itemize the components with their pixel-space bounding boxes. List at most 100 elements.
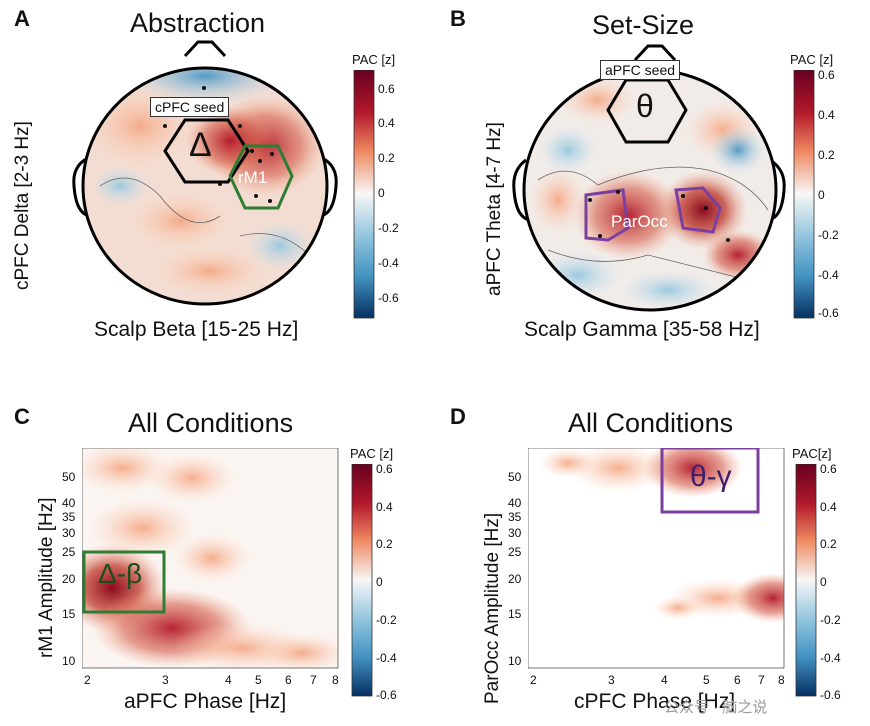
nose-icon	[633, 44, 677, 62]
panel-a-cb-tick: -0.4	[378, 256, 399, 270]
panel-c-heatmap	[82, 448, 339, 669]
panel-a-cb-tick: -0.6	[378, 291, 399, 305]
panel-d-xtick: 4	[661, 673, 668, 687]
panel-c-xtick: 6	[285, 673, 292, 687]
panel-c-cb-tick: 0.2	[376, 537, 393, 551]
panel-d-colorbar-title: PAC[z]	[792, 446, 832, 461]
panel-d-xtick: 3	[608, 673, 615, 687]
panel-a-colorbar-title: PAC [z]	[352, 52, 396, 67]
panel-c-ytick: 35	[62, 510, 76, 524]
panel-d-cb-tick: 0.6	[820, 462, 837, 476]
watermark: 公众号 · 脑之说	[664, 699, 768, 716]
parocc-roi-right	[674, 186, 722, 234]
panel-b-seed-symbol: θ	[636, 88, 654, 124]
head-outline	[81, 66, 329, 306]
panel-d-ytick: 25	[508, 545, 522, 559]
panel-d-cb-tick: -0.6	[820, 688, 841, 702]
panel-b-cb-tick: -0.4	[818, 268, 839, 282]
panel-a-xlabel: Scalp Beta [15-25 Hz]	[94, 318, 299, 341]
panel-d-xtick: 8	[778, 673, 785, 687]
panel-c-cb-tick: 0.6	[376, 462, 393, 476]
panel-a-topomap	[72, 40, 338, 306]
panel-d-xtick: 2	[530, 673, 537, 687]
panel-d-xtick: 6	[734, 673, 741, 687]
panel-c-colorbar-title: PAC [z]	[350, 446, 394, 461]
panel-d-cb-tick: 0.4	[820, 500, 837, 514]
panel-a-title: Abstraction	[130, 8, 266, 38]
panel-c-ytick: 20	[62, 572, 76, 586]
panel-a-roi-label: rM1	[238, 168, 268, 187]
panel-d-ytick: 15	[508, 607, 522, 621]
panel-d-ytick: 10	[508, 654, 522, 668]
right-ear-icon	[767, 158, 786, 222]
seed-roi-hexagon	[163, 118, 250, 184]
panel-b-cb-tick: -0.6	[818, 306, 839, 320]
panel-d-cb-tick: -0.2	[820, 613, 841, 627]
panel-c-cb-tick: -0.2	[376, 613, 397, 627]
panel-a-letter: A	[14, 6, 30, 31]
panel-d-ytick: 30	[508, 526, 522, 540]
panel-d-cb-tick: -0.4	[820, 651, 841, 665]
panel-d-box-label: θ-γ	[690, 460, 732, 493]
panel-b-cb-tick: 0.6	[818, 68, 835, 82]
panel-b-cb-tick: -0.2	[818, 228, 839, 242]
panel-a-seed-label: cPFC seed	[150, 97, 230, 117]
panel-c-xtick: 8	[332, 673, 339, 687]
panel-d-ytick: 20	[508, 572, 522, 586]
panel-c-box-label: Δ-β	[98, 558, 143, 589]
rm1-roi-hexagon	[228, 144, 294, 210]
panel-b-topomap	[512, 44, 786, 312]
panel-b-cb-tick: 0	[818, 188, 825, 202]
panel-a-cb-tick: 0.4	[378, 116, 395, 130]
panel-b-xlabel: Scalp Gamma [35-58 Hz]	[524, 318, 760, 341]
panel-d-heatmap	[528, 448, 785, 669]
panel-c-ytick: 50	[62, 470, 76, 484]
panel-c-letter: C	[14, 404, 30, 429]
panel-c-xtick: 4	[225, 673, 232, 687]
panel-d-ytick: 40	[508, 496, 522, 510]
panel-c-ytick: 40	[62, 496, 76, 510]
panel-b-colorbar	[793, 70, 815, 319]
panel-a-cb-tick: -0.2	[378, 221, 399, 235]
panel-a-seed-symbol: Δ	[189, 126, 212, 164]
nose-icon	[183, 40, 227, 58]
panel-c-xtick: 5	[255, 673, 262, 687]
panel-d-cb-tick: 0	[820, 575, 827, 589]
panel-d-ytick: 35	[508, 510, 522, 524]
panel-d-ytick: 50	[508, 470, 522, 484]
seed-roi-hexagon	[606, 78, 688, 144]
panel-c-cb-tick: 0.4	[376, 500, 393, 514]
panel-c-xlabel: aPFC Phase [Hz]	[124, 690, 287, 713]
panel-b-letter: B	[450, 6, 466, 31]
panel-c-xtick: 3	[162, 673, 169, 687]
panel-d-roi-box	[660, 448, 760, 514]
panel-c-cb-tick: 0	[376, 575, 383, 589]
panel-c-roi-box	[82, 550, 166, 614]
panel-d-cb-tick: 0.2	[820, 537, 837, 551]
panel-d-xtick: 7	[758, 673, 765, 687]
panel-c-xtick: 7	[310, 673, 317, 687]
panel-a-ylabel: cPFC Delta [2-3 Hz]	[12, 121, 33, 290]
left-ear-icon	[72, 156, 91, 218]
panel-b-seed-label: aPFC seed	[600, 60, 681, 80]
panel-c-cb-tick: -0.6	[376, 688, 397, 702]
panel-b-roi-label: ParOcc	[611, 212, 668, 231]
panel-c-ytick: 30	[62, 526, 76, 540]
panel-b-cb-tick: 0.4	[818, 108, 835, 122]
panel-a-colorbar	[353, 70, 375, 319]
panel-d-ylabel: ParOcc Amplitude [Hz]	[482, 512, 503, 704]
panel-d-xtick: 5	[703, 673, 710, 687]
panel-d-letter: D	[450, 404, 466, 429]
panel-a-cb-tick: 0.6	[378, 82, 395, 96]
panel-c-ylabel: rM1 Amplitude [Hz]	[36, 497, 57, 659]
panel-a-cb-tick: 0	[378, 186, 385, 200]
panel-c-ytick: 15	[62, 607, 76, 621]
panel-c-ytick: 10	[62, 654, 76, 668]
panel-c-ytick: 25	[62, 545, 76, 559]
panel-d-xlabel: cPFC Phase [Hz]	[574, 690, 736, 713]
panel-c-cb-tick: -0.4	[376, 651, 397, 665]
panel-b-title: Set-Size	[592, 10, 695, 40]
panel-c-colorbar	[351, 464, 373, 697]
right-ear-icon	[319, 156, 338, 218]
panel-c-xtick: 2	[84, 673, 91, 687]
